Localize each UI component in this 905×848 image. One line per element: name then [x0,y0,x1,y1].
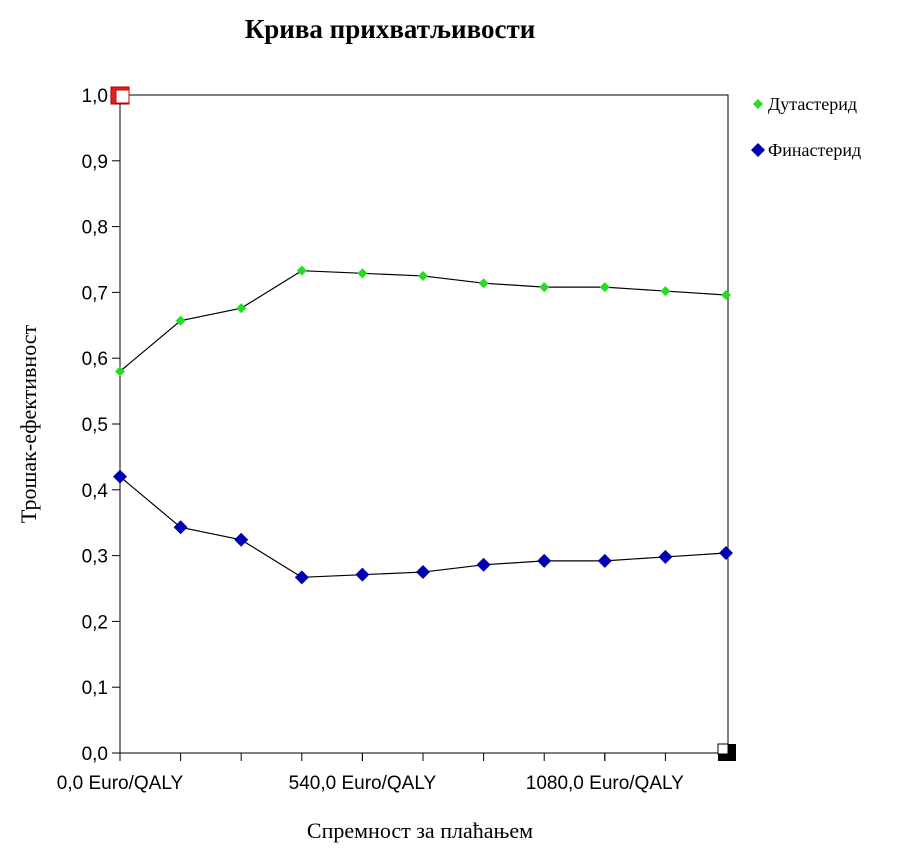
data-point [597,553,612,568]
x-tick-label: 1080,0 Euro/QALY [526,773,684,794]
plot-frame [119,94,729,754]
x-tick-label: 0,0 Euro/QALY [57,773,184,794]
data-point [355,567,370,582]
data-point [173,520,188,535]
legend-label: Финастерид [768,140,861,160]
data-point [658,549,673,564]
y-tick-label: 0,2 [82,612,108,633]
data-point [416,565,430,580]
chart-title: Крива прихватљивости [245,14,536,44]
legend-label: Дутастерид [768,94,857,114]
y-tick-label: 0,0 [82,744,108,765]
data-point [236,303,247,314]
y-tick-label: 0,5 [82,415,108,436]
data-point [721,290,731,301]
y-tick-label: 1,0 [82,86,108,107]
data-point [296,265,307,276]
plot: 0,0 0,1 0,2 0,3 0,4 0,5 0,6 0,7 0,8 0,9 1,0 0,0 Eur… [57,86,861,794]
data-point [719,545,733,560]
corner-handle [115,89,130,104]
y-tick-label: 0,1 [82,678,108,699]
y-tick-label: 0,7 [82,283,108,304]
data-point [660,286,671,297]
data-point [418,270,428,281]
y-tick-label: 0,8 [82,218,108,239]
legend-marker [753,99,763,109]
y-axis-label: Трошак-ефективност [16,324,41,523]
data-point [113,469,127,484]
data-point [234,532,249,547]
data-point [357,268,368,279]
series-line [119,270,727,372]
data-point [175,315,186,326]
legend-marker [751,143,765,157]
data-point [537,553,552,568]
data-point [115,366,125,377]
data-point [476,557,491,572]
x-tick-label: 540,0 Euro/QALY [289,773,437,794]
y-tick-label: 0,4 [82,481,109,502]
y-tick-label: 0,6 [82,349,108,370]
data-point [539,282,550,293]
corner-handle [717,743,729,755]
y-tick-label: 0,9 [82,152,108,173]
data-point [599,282,610,293]
x-axis-label: Спремност за плаћањем [307,818,533,843]
data-point [294,570,309,585]
series-line [119,476,727,578]
data-point [478,278,489,289]
y-tick-label: 0,3 [82,547,108,568]
